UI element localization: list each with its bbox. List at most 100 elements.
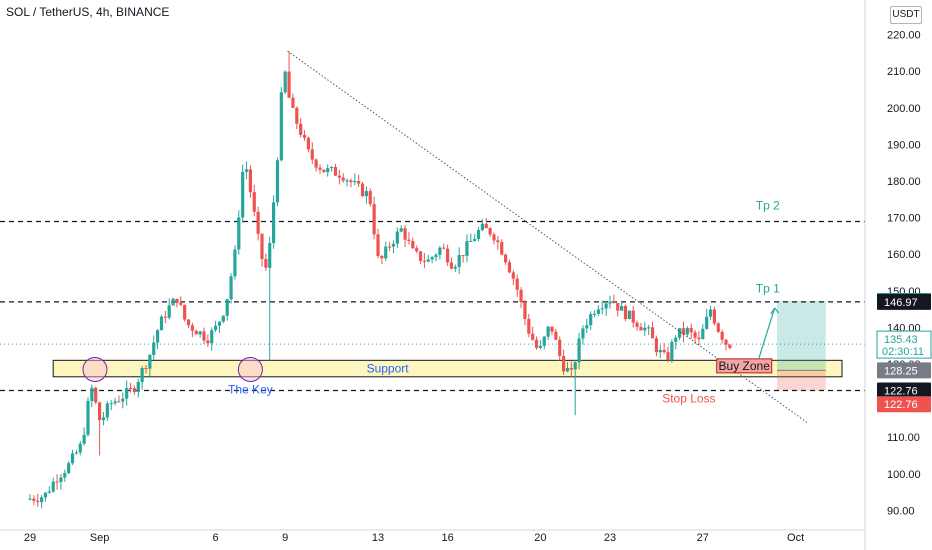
candle-body (399, 228, 403, 232)
candle-body (411, 240, 415, 249)
candle-body (128, 388, 133, 390)
support-zone (52, 359, 843, 378)
candle-body (210, 330, 214, 344)
candle-body (418, 251, 423, 261)
candle-body (310, 149, 314, 160)
buy-zone-label: Buy Zone (719, 359, 771, 373)
candle-body (712, 309, 716, 324)
candle-body (438, 247, 442, 255)
candle-body (175, 298, 179, 304)
candle-body (407, 239, 411, 241)
x-tick-label: Oct (787, 532, 804, 544)
candle-body (117, 401, 121, 403)
candle-body (627, 310, 631, 320)
candle-body (314, 159, 318, 168)
candle-body (620, 305, 624, 311)
x-tick-label: 13 (372, 532, 384, 544)
candle-body (658, 349, 662, 353)
candle-body (446, 248, 450, 263)
candle-body (434, 254, 438, 258)
candle-body (109, 403, 113, 405)
candle-body (90, 387, 94, 401)
candle-body (40, 497, 44, 503)
candle-body (198, 331, 202, 335)
candle-body (604, 303, 608, 309)
candle-body (132, 388, 136, 393)
candle-body (647, 327, 651, 329)
candle-body (275, 160, 280, 203)
candle-body (125, 388, 129, 399)
current-price-tag-bg (876, 330, 932, 359)
candle-body (430, 257, 434, 260)
candle-body (349, 180, 353, 183)
candle-body (341, 177, 345, 181)
candle-body (306, 137, 310, 150)
candle-body (616, 302, 620, 311)
candle-body (86, 400, 90, 435)
price-tag-bg (877, 293, 931, 310)
x-tick-label: 6 (213, 532, 219, 544)
candle-body (252, 192, 256, 212)
candle-body (256, 211, 260, 234)
y-tick-label: 180.00 (887, 176, 921, 188)
candle-body (360, 183, 365, 197)
candle-body (449, 262, 454, 269)
price-tag-bg (877, 382, 931, 399)
candle-body (345, 180, 349, 182)
price-tag: 128.25 (884, 365, 918, 377)
y-tick-label: 210.00 (887, 66, 921, 78)
candle-body (581, 328, 585, 339)
candle-body (353, 181, 357, 183)
y-tick-label: 200.00 (887, 103, 921, 115)
candle-body (380, 255, 384, 259)
candle-body (592, 313, 597, 315)
candle-body (333, 167, 338, 176)
currency-selector[interactable]: USDT (890, 6, 922, 24)
candle-body (527, 319, 531, 334)
candle-body (515, 278, 519, 290)
candle-body (148, 354, 152, 369)
candle-body (670, 341, 674, 360)
candle-body (260, 233, 264, 259)
candle-body (403, 228, 407, 240)
candle-body (562, 355, 566, 372)
candle-body (678, 328, 682, 338)
candle-body (542, 336, 546, 346)
candle-body (492, 234, 496, 241)
candle-body (395, 231, 399, 244)
candle-body (453, 266, 457, 269)
candle-body (167, 305, 171, 318)
candle-body (63, 473, 67, 478)
candle-body (179, 303, 183, 305)
y-tick-label: 190.00 (887, 139, 921, 151)
candle-body (573, 362, 577, 370)
candle-body (473, 238, 477, 241)
candle-body (186, 319, 191, 326)
x-tick-label: 16 (441, 532, 453, 544)
price-tag: 122.76 (884, 385, 918, 397)
candle-body (500, 242, 504, 255)
candle-body (159, 316, 164, 331)
candle-body (650, 327, 655, 339)
candle-body (299, 123, 303, 136)
candle-body (534, 339, 539, 348)
candle-body (465, 241, 469, 256)
candle-body (391, 243, 396, 247)
key-circle (82, 356, 108, 382)
candle-body (194, 330, 198, 335)
y-tick-label: 170.00 (887, 213, 921, 225)
candle-body (121, 398, 125, 402)
y-tick-label: 90.00 (887, 505, 915, 517)
candle-body (244, 169, 249, 172)
candle-body (643, 327, 647, 331)
candle-body (550, 326, 554, 332)
candle-body (372, 204, 376, 235)
candle-body (504, 254, 508, 263)
target-arrow (757, 307, 776, 360)
candle-body (318, 167, 322, 170)
price-axis (865, 0, 932, 550)
candle-body (32, 498, 36, 501)
candle-body (507, 262, 512, 273)
candle-body (426, 259, 430, 262)
